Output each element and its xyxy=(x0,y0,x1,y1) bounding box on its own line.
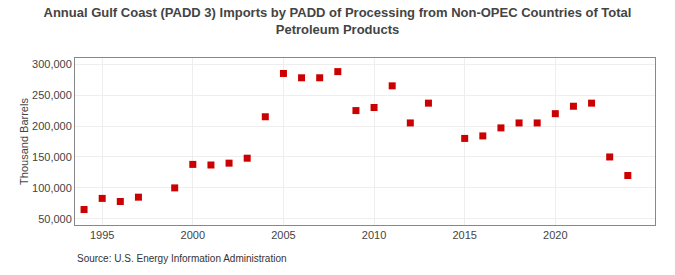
svg-text:50,000: 50,000 xyxy=(38,213,72,225)
svg-text:2010: 2010 xyxy=(362,229,386,241)
svg-text:150,000: 150,000 xyxy=(32,151,72,163)
svg-text:Annual Gulf Coast (PADD 3) Imp: Annual Gulf Coast (PADD 3) Imports by PA… xyxy=(44,5,632,37)
svg-text:200,000: 200,000 xyxy=(32,120,72,132)
svg-text:2000: 2000 xyxy=(181,229,205,241)
svg-text:2005: 2005 xyxy=(271,229,295,241)
svg-text:2015: 2015 xyxy=(452,229,476,241)
svg-text:Thousand Barrels: Thousand Barrels xyxy=(18,98,30,185)
svg-text:2020: 2020 xyxy=(543,229,567,241)
svg-text:100,000: 100,000 xyxy=(32,182,72,194)
svg-text:300,000: 300,000 xyxy=(32,58,72,70)
svg-text:250,000: 250,000 xyxy=(32,89,72,101)
svg-text:1995: 1995 xyxy=(90,229,114,241)
svg-text:Source: U.S. Energy Informatio: Source: U.S. Energy Information Administ… xyxy=(77,253,287,264)
